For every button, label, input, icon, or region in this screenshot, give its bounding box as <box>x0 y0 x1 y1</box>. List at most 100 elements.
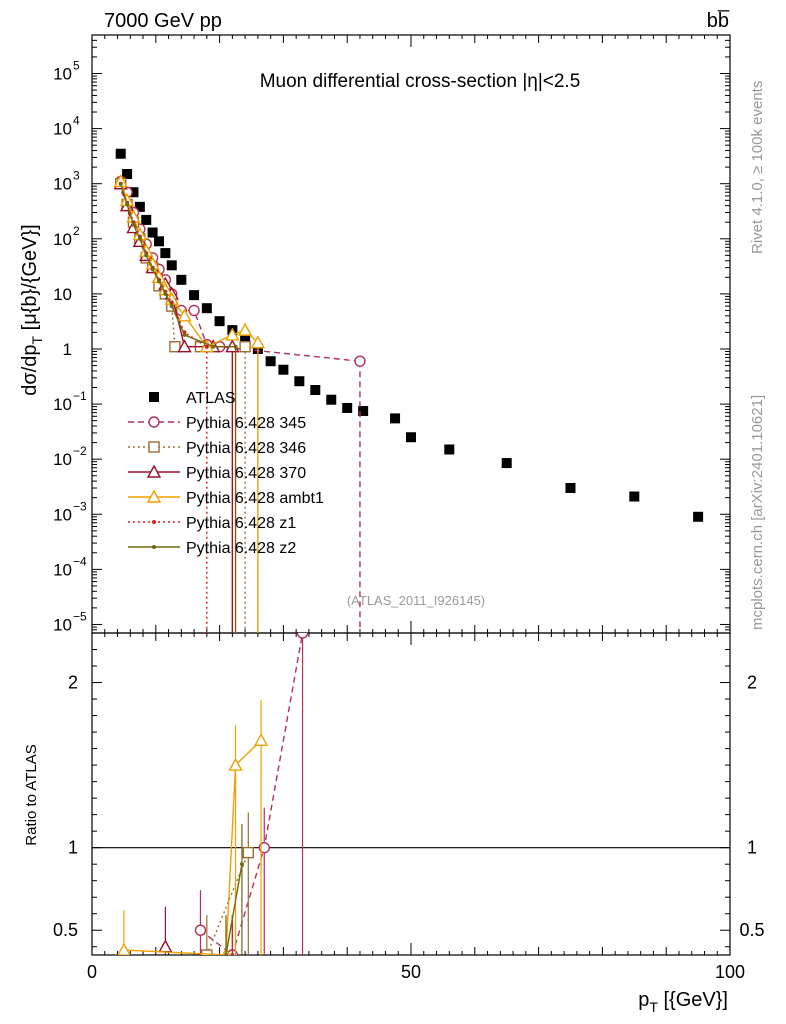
mc-point-triangle <box>177 339 192 353</box>
mc-point-square <box>201 949 213 955</box>
legend-marker <box>149 392 159 402</box>
series-point <box>160 248 171 259</box>
ratio-series-line <box>200 633 304 955</box>
y-tick-label-base: 10 <box>53 450 72 469</box>
mc-point-dot <box>125 202 130 207</box>
x-tick-label: 100 <box>715 962 745 982</box>
data-point-square <box>141 214 152 225</box>
y-tick-label: 10 −4 <box>53 554 87 579</box>
y-tick-label: 10 −2 <box>53 444 87 469</box>
series-point <box>115 148 126 159</box>
data-point-square <box>278 364 289 375</box>
series-point <box>629 491 640 502</box>
series-point <box>354 355 366 367</box>
ratio-series-point <box>223 953 228 955</box>
y-tick-label: 1 <box>63 340 72 359</box>
y-tick-label-exponent: 2 <box>73 224 80 238</box>
data-point-square <box>134 201 145 212</box>
ratio-series-point <box>296 633 309 639</box>
data-point-square <box>310 385 321 396</box>
series-point <box>237 322 253 336</box>
y-axis-label-main: dσ/dp <box>19 344 41 395</box>
mc-point-triangle <box>146 464 162 478</box>
mc-point-triangle <box>225 327 240 341</box>
mc-point-triangle <box>158 939 173 953</box>
ratio-y-tick-label-right: 2 <box>747 673 757 693</box>
ratio-y-tick-label: 0.5 <box>53 920 78 940</box>
x-axis-label-units: [{GeV}] <box>658 989 728 1011</box>
process-label: bb̅ <box>707 9 730 32</box>
ratio-series-point <box>158 939 173 953</box>
mc-point-triangle <box>146 489 162 503</box>
y-tick-label: 10 4 <box>53 114 80 139</box>
data-point-square <box>565 482 576 493</box>
y-tick-label-exponent: −4 <box>73 554 87 568</box>
series-point <box>141 214 152 225</box>
ratio-series-pythia-6-428-345 <box>194 633 309 955</box>
data-point-square <box>265 356 276 367</box>
legend-label: ATLAS <box>186 390 236 407</box>
data-point-square <box>693 511 704 522</box>
data-point-square <box>390 413 401 424</box>
data-point-square <box>115 148 126 159</box>
mc-point-square <box>242 846 255 859</box>
mc-point-dot <box>211 344 216 349</box>
series-point <box>177 308 192 322</box>
y-tick-label: 10 <box>53 285 72 304</box>
y-tick-label-exponent: 3 <box>73 169 80 183</box>
analysis-id-label: (ATLAS_2011_I926145) <box>347 593 485 608</box>
ratio-y-tick-label-right: 1 <box>747 838 757 858</box>
y-tick-label: 10 −1 <box>53 389 87 414</box>
ratio-series-point <box>258 841 270 854</box>
series-point <box>565 482 576 493</box>
series-line <box>120 183 236 348</box>
series-point <box>310 385 321 396</box>
data-point-square <box>122 168 133 179</box>
legend-marker <box>146 464 162 478</box>
series-point <box>125 202 130 207</box>
series-point <box>278 364 289 375</box>
data-point-square <box>166 260 177 271</box>
series-point <box>153 236 164 247</box>
legend-entry-pythia-6-428-z1: Pythia 6.428 z1 <box>128 515 296 532</box>
series-point <box>265 356 276 367</box>
legend-entry-pythia-6-428-370: Pythia 6.428 370 <box>128 464 306 482</box>
mc-point-dot <box>182 332 187 337</box>
ratio-series-area <box>117 633 309 955</box>
series-point <box>118 181 123 186</box>
series-point <box>122 168 133 179</box>
series-point <box>693 511 704 522</box>
data-point-square <box>629 491 640 502</box>
series-point <box>294 376 305 387</box>
legend-label: Pythia 6.428 345 <box>186 415 306 432</box>
legend: ATLAS Pythia 6.428 345 Pythia 6.428 346 Pyt… <box>128 390 324 557</box>
mc-point-triangle <box>113 173 128 188</box>
data-point-square <box>128 187 139 198</box>
ratio-series-point <box>253 732 269 747</box>
mc-point-dot <box>230 953 235 955</box>
legend-marker <box>152 545 156 549</box>
series-point <box>156 279 161 284</box>
legend-entry-pythia-6-428-345: Pythia 6.428 345 <box>128 415 306 432</box>
series-point <box>113 173 128 188</box>
series-point <box>211 344 216 349</box>
mc-point-triangle <box>177 308 192 322</box>
mc-point-circle <box>188 304 200 317</box>
legend-label: Pythia 6.428 z2 <box>186 540 296 557</box>
y-tick-label-exponent: −2 <box>73 444 87 458</box>
series-point <box>188 304 200 317</box>
ratio-y-tick-label: 2 <box>68 673 78 693</box>
mc-point-circle <box>194 924 207 936</box>
legend-entry-atlas: ATLAS <box>149 390 236 407</box>
energy-label: 7000 GeV pp <box>104 10 222 32</box>
mc-point-circle <box>296 633 309 639</box>
series-point <box>240 334 251 345</box>
mc-point-triangle <box>253 732 269 747</box>
ratio-series-line <box>123 739 262 955</box>
legend-marker <box>152 520 156 524</box>
ratio-series-point <box>230 953 235 955</box>
y-axis-label: dσ/dpT [μ{b}/{GeV}] <box>19 224 45 395</box>
y-tick-label-base: 10 <box>53 230 72 249</box>
mc-point-dot <box>204 344 209 349</box>
